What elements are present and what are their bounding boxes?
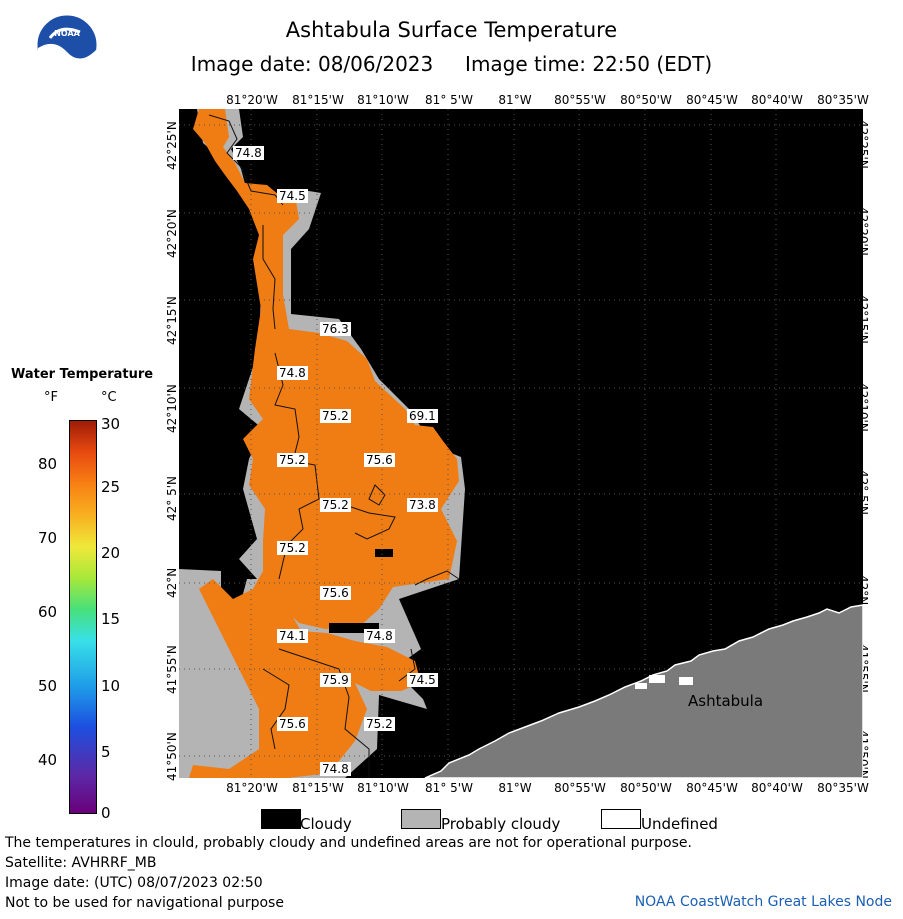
- cloud-patch: [329, 623, 379, 633]
- temp-label: 69.1: [407, 409, 438, 423]
- legend-probably-cloudy-swatch: [401, 809, 441, 829]
- celsius-tick: 10: [101, 677, 121, 695]
- isotherm-contour: [414, 570, 460, 586]
- temp-label: 76.3: [320, 322, 351, 336]
- lat-label-left: 42°N: [165, 567, 179, 598]
- legend-undefined-swatch: [601, 809, 641, 829]
- lon-label-top: 80°40'W: [751, 93, 803, 107]
- cloud-patch: [375, 549, 393, 557]
- svg-text:NOAA: NOAA: [54, 29, 80, 38]
- temp-label: 74.8: [320, 762, 351, 776]
- temp-label: 75.6: [320, 586, 351, 600]
- satellite-info: Satellite: AVHRRF_MB: [5, 855, 157, 871]
- credit-text: NOAA CoastWatch Great Lakes Node: [634, 894, 892, 910]
- lon-label-top: 81°W: [498, 93, 532, 107]
- map-title: Ashtabula Surface Temperature: [285, 18, 618, 42]
- isotherm-contour: [208, 114, 284, 206]
- lon-label-bottom: 80°35'W: [817, 781, 869, 795]
- lat-label-left: 41°50'N: [165, 732, 179, 781]
- fahrenheit-tick: 60: [38, 603, 58, 621]
- celsius-tick: 30: [101, 415, 121, 433]
- undefined-patch: [679, 677, 693, 685]
- unit-fahrenheit: °F: [44, 390, 58, 405]
- legend-undefined-label: Undefined: [641, 815, 718, 833]
- noaa-logo-icon: NOAA: [36, 14, 98, 77]
- lon-label-bottom: 81°20'W: [226, 781, 278, 795]
- temperature-color-ramp: [69, 420, 97, 814]
- lon-label-bottom: 80°55'W: [554, 781, 606, 795]
- temp-label: 75.2: [320, 409, 351, 423]
- lat-label-left: 41°55'N: [165, 645, 179, 694]
- temp-label: 74.5: [407, 673, 438, 687]
- navigation-warning: Not to be used for navigational purpose: [5, 895, 284, 911]
- lat-label-left: 42° 5'N: [165, 476, 179, 521]
- celsius-tick: 20: [101, 544, 121, 562]
- lon-label-top: 80°55'W: [554, 93, 606, 107]
- city-label: Ashtabula: [688, 692, 764, 710]
- isotherm-contour: [262, 668, 290, 750]
- celsius-tick: 25: [101, 478, 121, 496]
- isotherm-contour: [368, 484, 386, 506]
- lon-label-top: 81°20'W: [226, 93, 278, 107]
- temp-label: 74.8: [364, 629, 395, 643]
- celsius-tick: 15: [101, 610, 121, 628]
- temp-label: 75.2: [320, 498, 351, 512]
- temp-label: 75.6: [277, 717, 308, 731]
- lon-label-bottom: 81°15'W: [292, 781, 344, 795]
- land-area: [424, 604, 863, 778]
- temp-label: 75.2: [277, 541, 308, 555]
- temp-label: 75.2: [364, 717, 395, 731]
- temp-label: 74.8: [277, 366, 308, 380]
- lon-label-bottom: 81°W: [498, 781, 532, 795]
- temp-label: 75.6: [364, 453, 395, 467]
- lat-label-left: 42°10'N: [165, 384, 179, 433]
- isotherm-contour: [262, 225, 276, 330]
- temp-label: 74.1: [277, 629, 308, 643]
- legend-cloudy-label: Cloudy: [300, 815, 352, 833]
- lon-label-top: 81°10'W: [357, 93, 409, 107]
- celsius-tick: 0: [101, 804, 111, 822]
- lon-label-bottom: 81°10'W: [357, 781, 409, 795]
- temperature-map: [179, 109, 863, 778]
- undefined-patch: [649, 675, 665, 683]
- lon-label-top: 80°45'W: [686, 93, 738, 107]
- legend-probably-cloudy-label: Probably cloudy: [441, 815, 561, 833]
- utc-image-date: Image date: (UTC) 08/07/2023 02:50: [5, 875, 263, 891]
- lat-label-left: 42°15'N: [165, 296, 179, 345]
- lon-label-top: 81°15'W: [292, 93, 344, 107]
- legend-cloudy-swatch: [261, 809, 301, 829]
- water-temperature-area: [189, 109, 459, 778]
- lon-label-top: 80°35'W: [817, 93, 869, 107]
- fahrenheit-tick: 50: [38, 677, 58, 695]
- lon-label-bottom: 80°40'W: [751, 781, 803, 795]
- lon-label-top: 80°50'W: [620, 93, 672, 107]
- isotherm-contour: [350, 506, 396, 540]
- lat-label-left: 42°20'N: [165, 209, 179, 258]
- lon-label-top: 81° 5'W: [425, 93, 473, 107]
- temp-label: 74.5: [277, 189, 308, 203]
- fahrenheit-tick: 80: [38, 455, 58, 473]
- lon-label-bottom: 80°45'W: [686, 781, 738, 795]
- fahrenheit-tick: 70: [38, 529, 58, 547]
- disclaimer-note: The temperatures in clould, probably clo…: [5, 835, 692, 851]
- cloud-patch: [291, 139, 331, 189]
- scale-title: Water Temperature: [11, 367, 154, 382]
- isotherm-contour: [278, 648, 370, 778]
- temp-label: 73.8: [407, 498, 438, 512]
- image-date-time: Image date: 08/06/2023 Image time: 22:50…: [190, 52, 713, 76]
- lat-label-left: 42°25'N: [165, 121, 179, 170]
- temp-label: 75.9: [320, 673, 351, 687]
- lon-label-bottom: 80°50'W: [620, 781, 672, 795]
- temp-label: 74.8: [233, 146, 264, 160]
- unit-celsius: °C: [101, 390, 117, 405]
- undefined-patch: [635, 683, 647, 689]
- fahrenheit-tick: 40: [38, 751, 58, 769]
- celsius-tick: 5: [101, 743, 111, 761]
- temp-label: 75.2: [277, 453, 308, 467]
- lon-label-bottom: 81° 5'W: [425, 781, 473, 795]
